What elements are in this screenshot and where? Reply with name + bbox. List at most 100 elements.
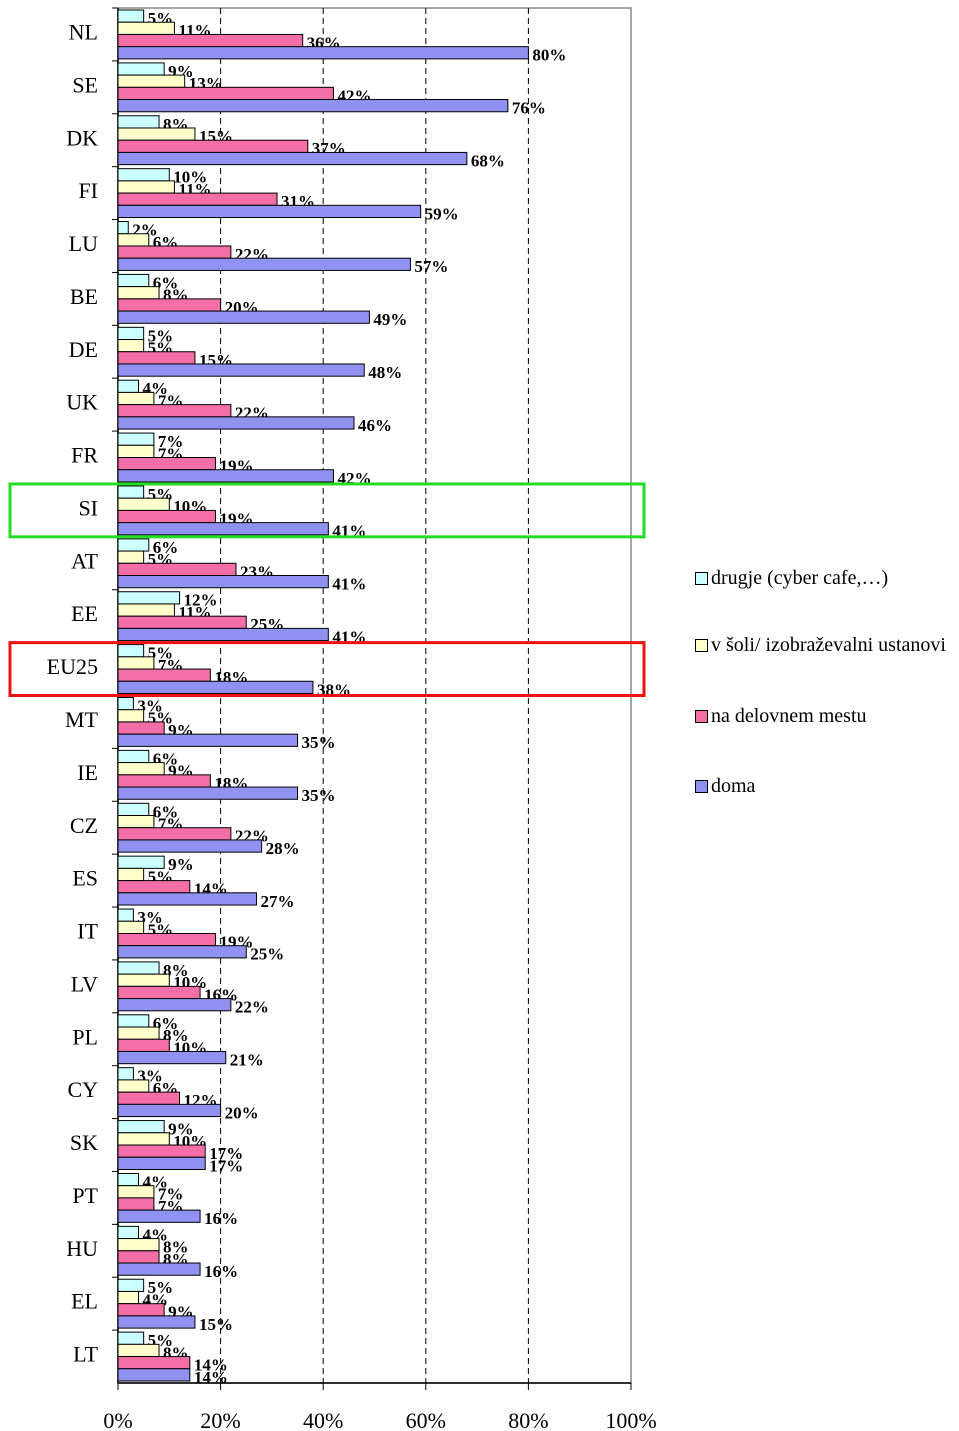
x-tick-label: 40%	[303, 1408, 343, 1431]
bar	[117, 1067, 134, 1081]
value-label: 16%	[204, 1262, 238, 1281]
bar	[117, 1343, 160, 1358]
bar	[117, 1038, 170, 1052]
bar	[117, 286, 160, 300]
value-label: 5%	[148, 1278, 174, 1297]
bar	[117, 1209, 201, 1223]
bar	[117, 99, 509, 113]
bar	[117, 86, 334, 101]
value-label: 17%	[209, 1144, 243, 1163]
bar	[117, 432, 155, 446]
y-tick-label: MT	[65, 707, 99, 732]
y-tick-label: EU25	[47, 654, 98, 679]
bar	[117, 1185, 155, 1199]
legend-item: drugje (cyber cafe,…)	[695, 563, 955, 593]
bar	[117, 391, 155, 406]
value-label: 12%	[184, 591, 218, 610]
y-tick-label: BE	[70, 284, 98, 309]
bar	[117, 379, 140, 393]
legend-swatch	[695, 710, 708, 723]
bar	[117, 62, 165, 76]
bar	[117, 457, 216, 471]
bar	[117, 1238, 160, 1252]
highlight-box	[8, 482, 646, 539]
bar	[117, 538, 150, 552]
y-tick-label: CY	[67, 1077, 98, 1102]
value-label: 22%	[235, 998, 269, 1017]
bar	[117, 1026, 160, 1040]
bar	[117, 627, 329, 642]
value-label: 49%	[373, 310, 407, 329]
legend-item: v šoli/ izobraževalni ustanovi	[695, 630, 955, 660]
bar	[117, 644, 145, 658]
bar	[117, 1144, 206, 1158]
bar	[117, 1172, 140, 1187]
value-label: 27%	[261, 892, 295, 911]
y-tick-label: DK	[66, 125, 98, 150]
bar	[117, 363, 365, 377]
bar	[117, 180, 175, 194]
value-label: 28%	[266, 839, 300, 858]
bar	[117, 1368, 191, 1382]
bar	[117, 1103, 222, 1118]
legend-item: na delovnem mestu	[695, 701, 955, 731]
bar	[117, 892, 258, 906]
y-tick-label: PL	[72, 1024, 98, 1049]
bar	[117, 1197, 155, 1211]
legend-label: doma	[711, 775, 756, 797]
bar	[117, 920, 145, 934]
legend-label: v šoli/ izobraževalni ustanovi	[711, 634, 946, 656]
value-label: 59%	[425, 204, 459, 223]
value-label: 76%	[512, 99, 546, 118]
bar	[117, 1120, 165, 1134]
value-label: 80%	[532, 46, 566, 65]
bar	[117, 298, 222, 312]
bar	[117, 522, 329, 536]
value-label: 46%	[358, 416, 392, 435]
x-tick-label: 80%	[508, 1408, 548, 1431]
bar	[117, 204, 422, 219]
value-label: 25%	[250, 945, 284, 964]
value-label: 15%	[199, 1315, 233, 1334]
bar	[117, 485, 145, 499]
y-tick-label: EE	[71, 601, 98, 626]
bar	[117, 774, 211, 788]
x-tick-label: 60%	[406, 1408, 446, 1431]
y-tick-label: IT	[77, 919, 98, 944]
bar	[117, 550, 145, 564]
bar	[117, 1290, 140, 1305]
bar	[117, 656, 155, 670]
value-label: 14%	[194, 1356, 228, 1375]
bar	[117, 562, 237, 577]
bar	[117, 1278, 145, 1292]
bar	[117, 615, 247, 629]
bar	[117, 469, 334, 483]
value-label: 68%	[471, 151, 505, 170]
y-tick-label: PT	[72, 1183, 98, 1208]
bar	[117, 1331, 145, 1345]
bar	[117, 1225, 140, 1240]
bar	[117, 444, 155, 459]
bar	[117, 257, 411, 271]
bar	[117, 168, 170, 182]
bar	[117, 839, 263, 853]
value-label: 10%	[173, 168, 207, 187]
value-label: 57%	[414, 257, 448, 276]
bar	[117, 1079, 150, 1093]
value-label: 7%	[158, 432, 184, 451]
bar	[117, 33, 304, 48]
legend-label: na delovnem mestu	[711, 705, 867, 727]
y-tick-label: ES	[72, 866, 98, 891]
bar	[117, 221, 129, 235]
bar	[117, 351, 196, 365]
legend-swatch	[695, 639, 708, 652]
bar	[117, 697, 134, 711]
value-label: 8%	[163, 1238, 189, 1257]
y-tick-label: AT	[71, 548, 98, 573]
x-tick-label: 0%	[103, 1408, 132, 1431]
value-label: 6%	[153, 802, 179, 821]
bar	[117, 151, 468, 166]
y-tick-label: HU	[66, 1236, 98, 1261]
bar	[117, 1356, 191, 1370]
